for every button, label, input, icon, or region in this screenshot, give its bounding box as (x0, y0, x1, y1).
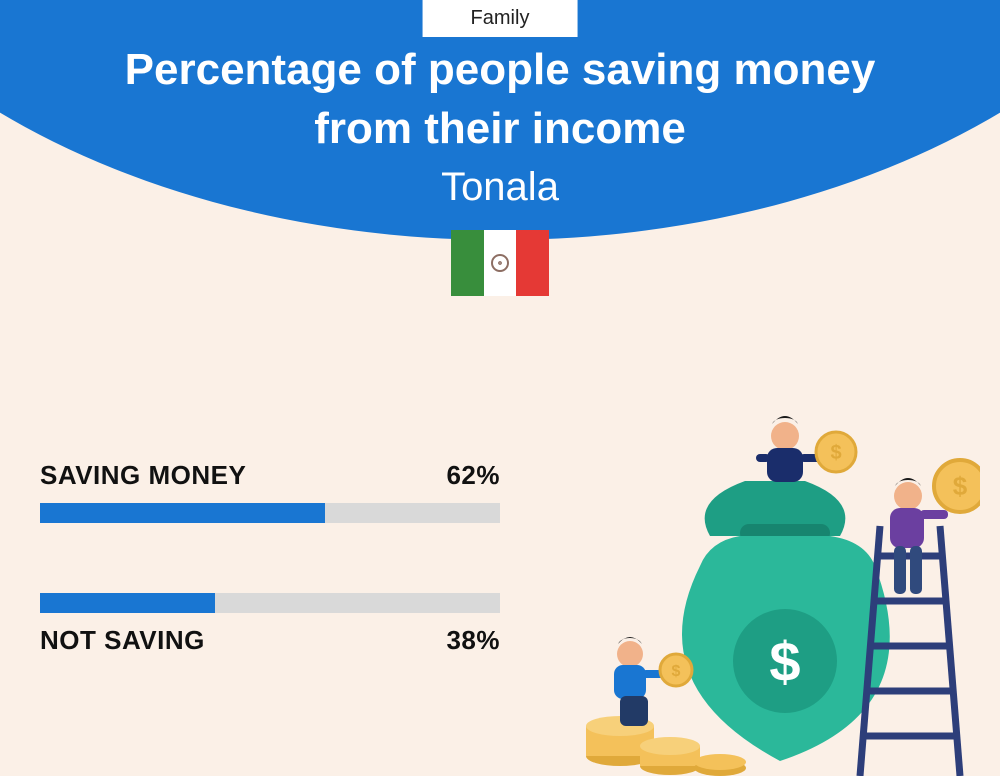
bar-fill (40, 593, 215, 613)
bar-group-not-saving: NOT SAVING 38% (40, 593, 500, 656)
bar-label: SAVING MONEY (40, 460, 246, 491)
bar-value: 62% (446, 460, 500, 491)
bar-track (40, 503, 500, 523)
bar-header: NOT SAVING 38% (40, 625, 500, 656)
person-sitting-icon: $ (614, 637, 692, 726)
category-label: Family (471, 7, 530, 29)
flag-stripe-white (484, 230, 517, 296)
bar-group-saving: SAVING MONEY 62% (40, 460, 500, 523)
bar-fill (40, 503, 325, 523)
flag-mexico (451, 230, 549, 296)
hero-content: Percentage of people saving money from t… (0, 40, 1000, 301)
svg-text:$: $ (953, 471, 968, 501)
person-ladder-icon: $ (890, 460, 980, 594)
bar-value: 38% (446, 625, 500, 656)
money-bag-icon: $ (682, 481, 890, 761)
dollar-sign-icon: $ (769, 630, 800, 693)
category-badge: Family (423, 0, 578, 37)
flag-stripe-green (451, 230, 484, 296)
coin-stack-icon (586, 716, 746, 776)
bars-area: SAVING MONEY 62% NOT SAVING 38% (40, 460, 500, 726)
flag-emblem-icon (491, 254, 509, 272)
location-subtitle: Tonala (0, 165, 1000, 210)
bar-track (40, 593, 500, 613)
savings-illustration: $ $ $ $ (560, 406, 980, 776)
svg-text:$: $ (672, 663, 681, 680)
svg-text:$: $ (830, 442, 841, 464)
flag-stripe-red (516, 230, 549, 296)
page-title: Percentage of people saving money from t… (0, 40, 1000, 159)
person-top-icon: $ (756, 416, 856, 482)
bar-header: SAVING MONEY 62% (40, 460, 500, 491)
bar-label: NOT SAVING (40, 625, 205, 656)
